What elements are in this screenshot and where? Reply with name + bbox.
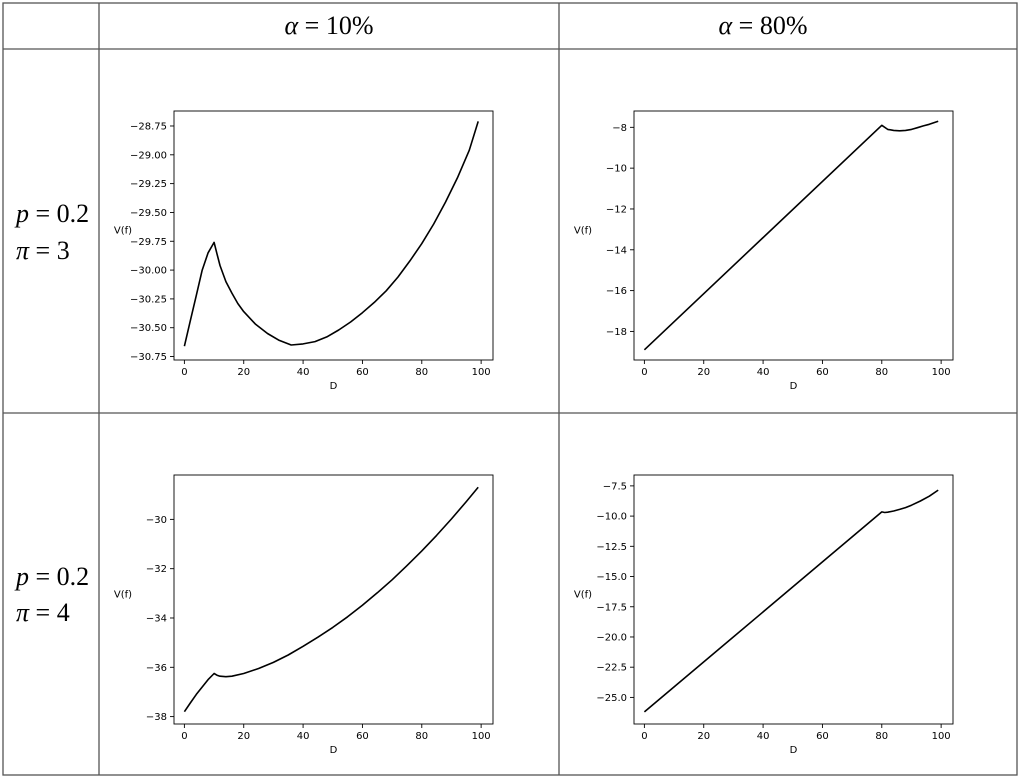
y-tick-label: −25.0 xyxy=(596,693,627,704)
x-tick-label: 60 xyxy=(356,367,369,378)
x-tick-label: 0 xyxy=(641,367,647,378)
chart-alpha80-pi4: 0 20 40 60 80 100 −25.0 −22.5 −20.0 −17.5 −15.0 −12… xyxy=(574,474,954,756)
y-axis-label: V(f) xyxy=(114,226,132,237)
x-tick-label: 80 xyxy=(875,731,888,742)
y-tick-label: −16 xyxy=(606,286,627,297)
y-tick-label: −15.0 xyxy=(596,572,627,583)
x-axis-label: D xyxy=(330,381,338,392)
y-tick-label: −30.75 xyxy=(130,352,167,363)
chart-alpha80-pi3: 0 20 40 60 80 100 −18 −16 −14 −12 −10 −8 D V(f) xyxy=(574,110,954,392)
x-tick-label: 0 xyxy=(181,367,187,378)
x-tick-label: 80 xyxy=(875,367,888,378)
x-axis-label: D xyxy=(330,745,338,756)
x-tick-label: 100 xyxy=(932,731,951,742)
series-line xyxy=(643,489,939,713)
column-header-alpha-80: α = 80% xyxy=(719,11,808,40)
x-tick-label: 40 xyxy=(757,367,770,378)
y-tick-label: −17.5 xyxy=(596,602,627,613)
y-tick-label: −7.5 xyxy=(603,481,627,492)
y-tick-label: −14 xyxy=(606,245,627,256)
x-tick-label: 20 xyxy=(697,367,710,378)
row-2-pi-label: π = 4 xyxy=(16,598,70,627)
x-tick-label: 60 xyxy=(816,367,829,378)
y-tick-label: −29.00 xyxy=(130,150,167,161)
y-tick-label: −22.5 xyxy=(596,663,627,674)
y-tick-label: −32 xyxy=(146,564,167,575)
x-tick-label: 20 xyxy=(237,367,250,378)
plot-frame xyxy=(633,474,954,725)
y-tick-label: −29.25 xyxy=(130,179,167,190)
y-tick-label: −18 xyxy=(606,327,627,338)
plot-frame xyxy=(173,110,494,361)
y-axis-label: V(f) xyxy=(574,590,592,601)
chart-alpha10-pi3: 0 20 40 60 80 100 −30.75 −30.50 −30.25 −30.00 −29.… xyxy=(114,110,494,392)
y-tick-label: −20.0 xyxy=(596,632,627,643)
row-header-2: p = 0.2 π = 4 xyxy=(14,562,89,627)
y-tick-label: −30.00 xyxy=(130,266,167,277)
y-tick-label: −10 xyxy=(606,164,627,175)
y-tick-label: −36 xyxy=(146,663,167,674)
row-1-pi-label: π = 3 xyxy=(16,236,70,265)
y-tick-label: −29.75 xyxy=(130,237,167,248)
y-tick-label: −28.75 xyxy=(130,121,167,132)
plot-frame xyxy=(633,110,954,361)
x-tick-label: 40 xyxy=(297,367,310,378)
series-line xyxy=(183,121,479,347)
x-tick-label: 0 xyxy=(641,731,647,742)
x-tick-label: 60 xyxy=(356,731,369,742)
x-tick-label: 80 xyxy=(415,731,428,742)
y-tick-label: −38 xyxy=(146,712,167,723)
y-tick-label: −30.50 xyxy=(130,323,167,334)
row-1-p-label: p = 0.2 xyxy=(14,199,89,228)
y-tick-label: −12.5 xyxy=(596,542,627,553)
x-axis-label: D xyxy=(790,381,798,392)
y-tick-label: −8 xyxy=(612,123,627,134)
x-tick-label: 40 xyxy=(757,731,770,742)
x-tick-label: 60 xyxy=(816,731,829,742)
x-tick-label: 40 xyxy=(297,731,310,742)
column-header-alpha-10: α = 10% xyxy=(285,11,374,40)
x-tick-label: 100 xyxy=(472,367,491,378)
x-tick-label: 0 xyxy=(181,731,187,742)
x-axis-label: D xyxy=(790,745,798,756)
plot-frame xyxy=(173,474,494,725)
y-tick-label: −30 xyxy=(146,515,167,526)
series-line xyxy=(183,486,479,713)
y-tick-label: −29.50 xyxy=(130,208,167,219)
y-tick-label: −10.0 xyxy=(596,512,627,523)
y-axis-label: V(f) xyxy=(114,590,132,601)
x-tick-label: 80 xyxy=(415,367,428,378)
row-header-1: p = 0.2 π = 3 xyxy=(14,199,89,265)
x-tick-label: 20 xyxy=(697,731,710,742)
y-tick-label: −30.25 xyxy=(130,294,167,305)
x-tick-label: 20 xyxy=(237,731,250,742)
x-tick-label: 100 xyxy=(932,367,951,378)
y-tick-label: −34 xyxy=(146,613,167,624)
chart-alpha10-pi4: 0 20 40 60 80 100 −38 −36 −34 −32 −30 D V(f) xyxy=(114,474,494,756)
y-tick-label: −12 xyxy=(606,204,627,215)
row-2-p-label: p = 0.2 xyxy=(14,562,89,591)
y-axis-label: V(f) xyxy=(574,226,592,237)
x-tick-label: 100 xyxy=(472,731,491,742)
series-line xyxy=(643,120,939,351)
